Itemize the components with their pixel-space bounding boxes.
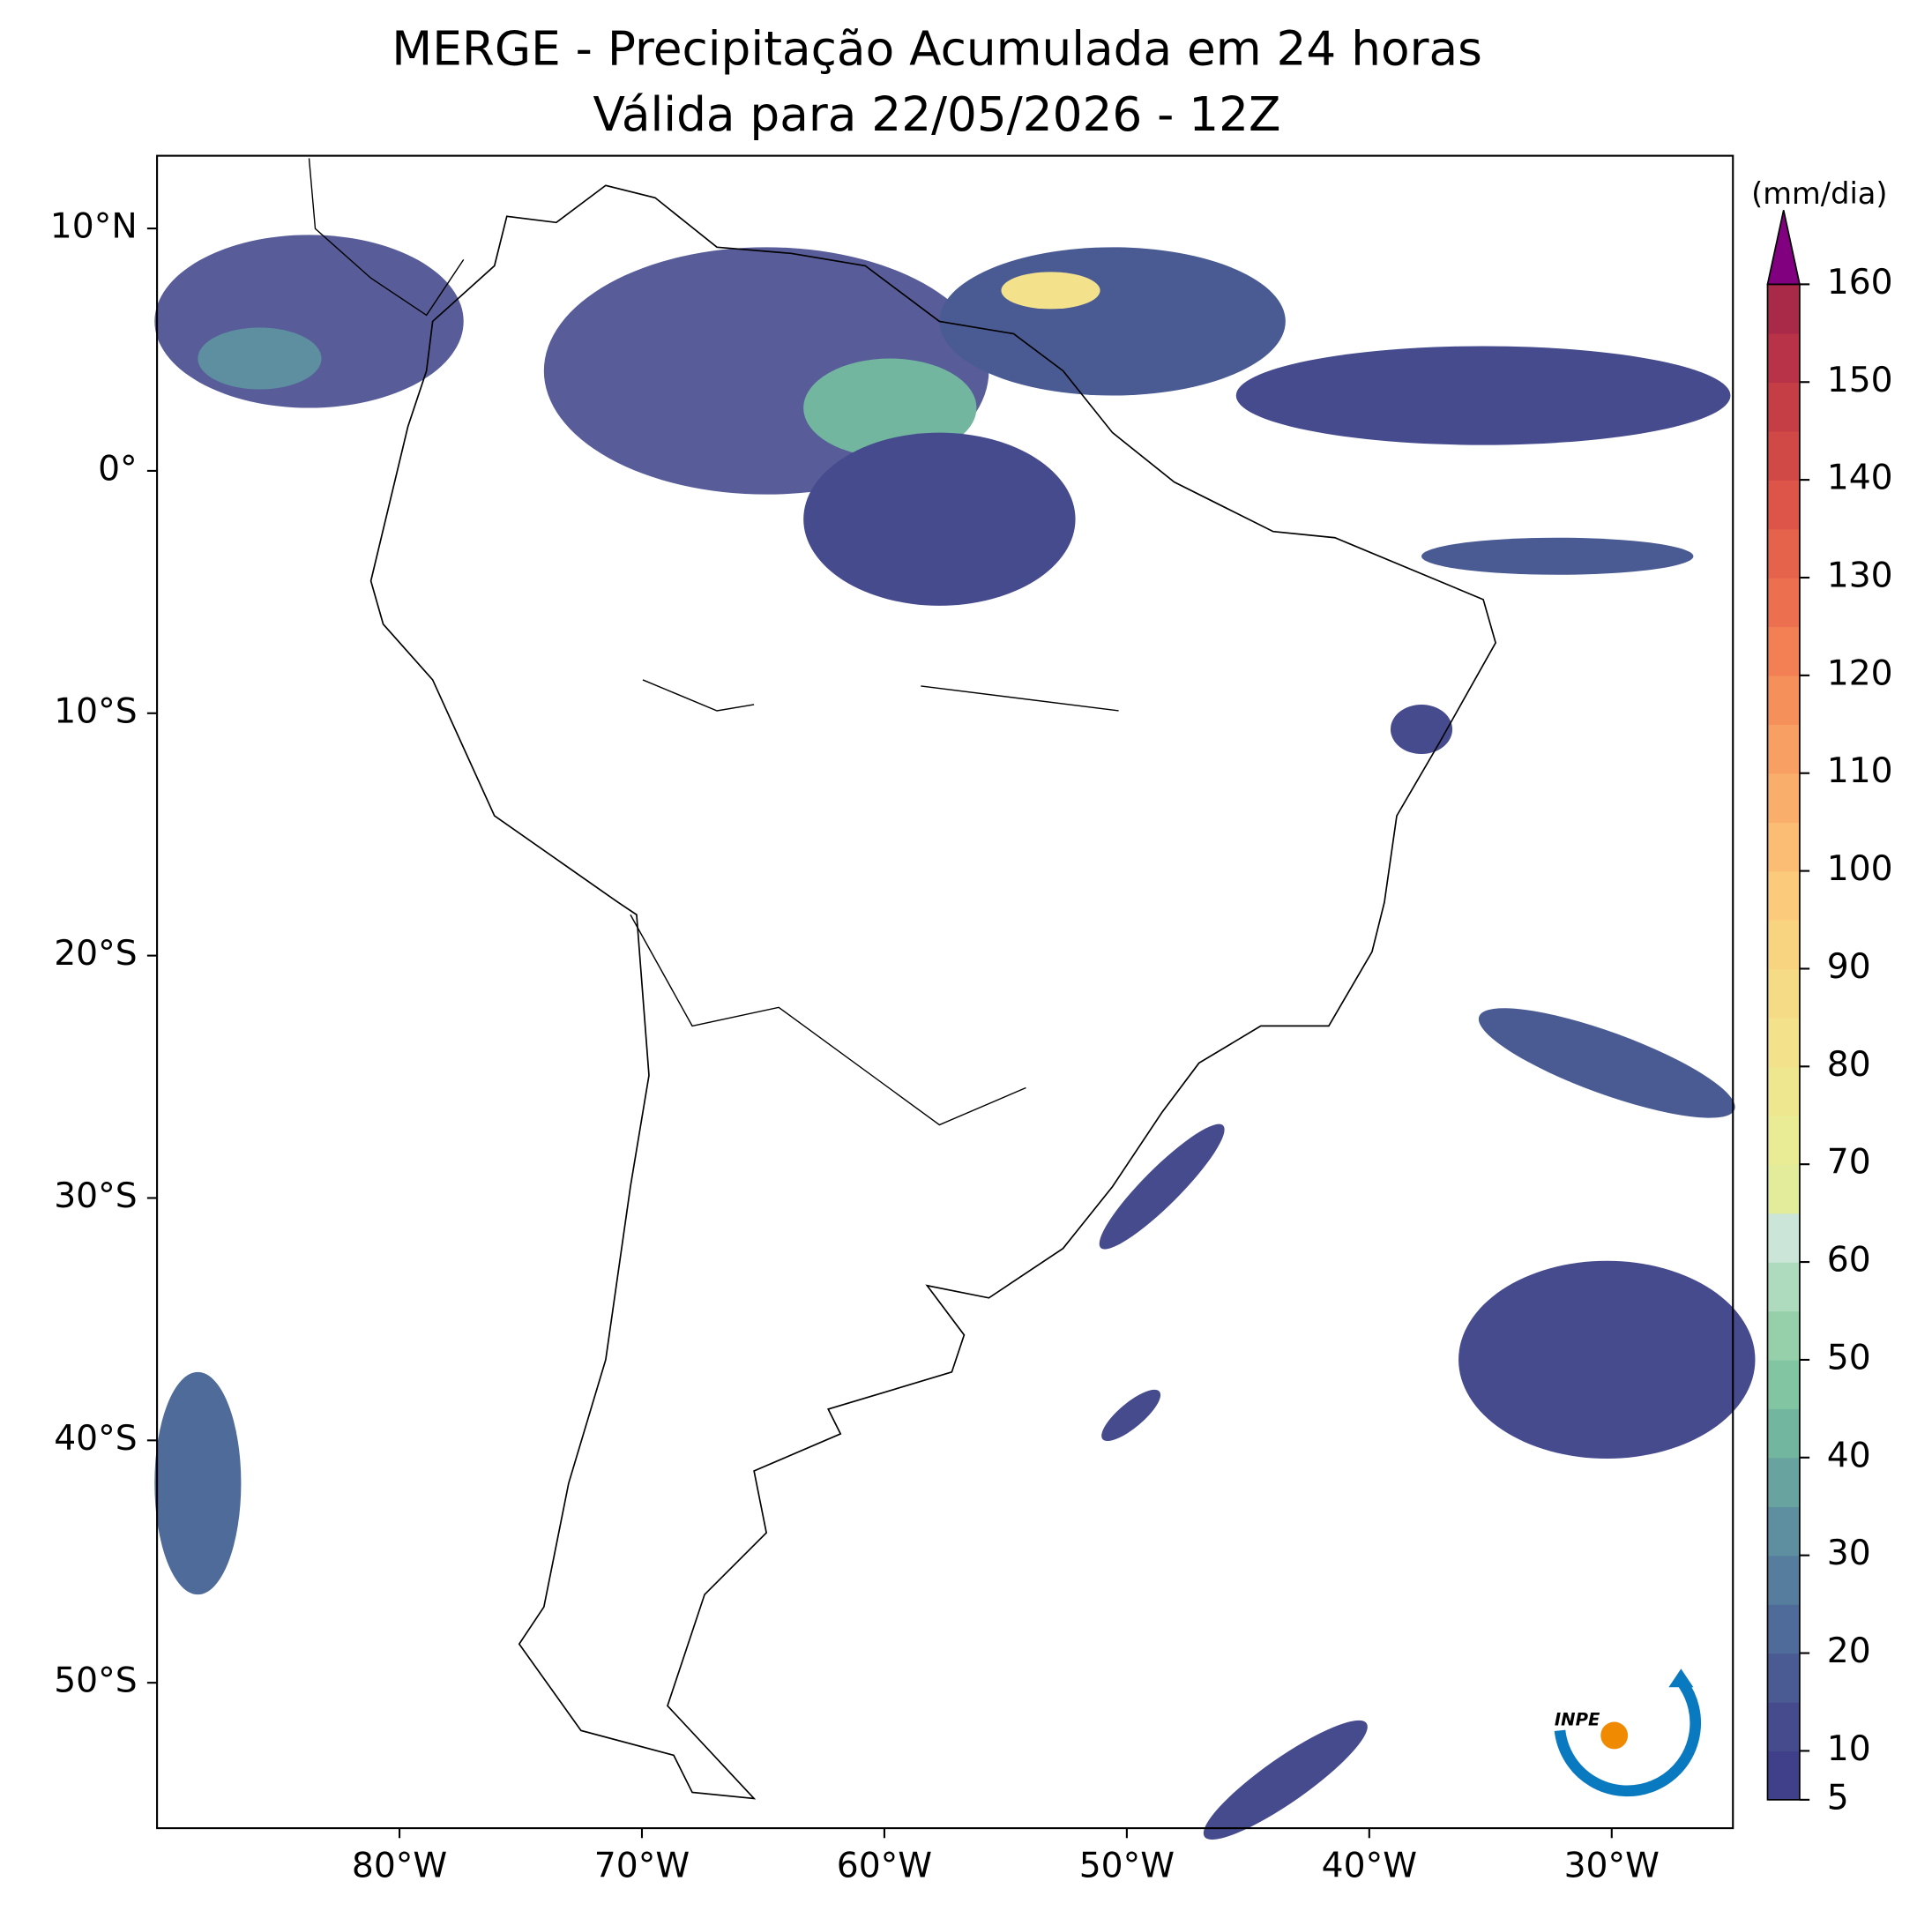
precip-area: [803, 358, 977, 458]
colorbar-segment: [1767, 822, 1800, 872]
x-tick-label: 70°W: [594, 1846, 690, 1885]
colorbar-segment: [1767, 1751, 1800, 1801]
precip-area: [1478, 1008, 1735, 1118]
precip-area: [939, 247, 1286, 396]
colorbar-tick-label: 30: [1827, 1534, 1871, 1573]
x-tick-label: 80°W: [352, 1846, 447, 1885]
colorbar-segment: [1767, 920, 1800, 970]
colorbar-tick-label: 60: [1827, 1241, 1871, 1280]
colorbar-segment: [1767, 675, 1800, 725]
title: MERGE - Precipitação Acumulada em 24 hor…: [392, 22, 1482, 77]
x-tick-label: 60°W: [837, 1846, 932, 1885]
colorbar-segment: [1767, 1555, 1800, 1605]
y-tick-label: 20°S: [54, 934, 137, 974]
colorbar-segment: [1767, 870, 1800, 921]
precip-area: [1421, 537, 1694, 575]
colorbar-tick-label: 90: [1827, 947, 1871, 987]
colorbar-segment: [1767, 1653, 1800, 1703]
borders: [308, 158, 1119, 1126]
colorbar-tick-label: 100: [1827, 849, 1893, 889]
colorbar-segment: [1767, 1408, 1800, 1459]
y-tick-label: 30°S: [54, 1176, 137, 1216]
colorbar-tick-label: 160: [1827, 263, 1893, 302]
map-frame: [156, 154, 1734, 1830]
colorbar-tick-label: 150: [1827, 361, 1893, 400]
colorbar-segment: [1767, 724, 1800, 774]
precip-area: [154, 1371, 242, 1595]
colorbar-tick-label: 70: [1827, 1143, 1871, 1183]
colorbar-tick-label: 120: [1827, 653, 1893, 693]
subtitle: Válida para 22/05/2026 - 12Z: [593, 87, 1281, 142]
colorbar-segment: [1767, 382, 1800, 432]
colorbar-segment: [1767, 1457, 1800, 1507]
x-tick-label: 50°W: [1079, 1846, 1175, 1885]
precip-area: [803, 432, 1076, 606]
y-tick-label: 50°S: [54, 1661, 137, 1701]
colorbar-unit: (mm/dia): [1751, 176, 1887, 211]
precip-area: [198, 327, 322, 390]
precip-area: [154, 235, 464, 408]
colorbar-segment: [1767, 1359, 1800, 1410]
continent-outline: [369, 184, 1497, 1800]
precip-area: [1458, 1260, 1756, 1459]
colorbar-segment: [1767, 577, 1800, 628]
colorbar-tick-label: 110: [1827, 751, 1893, 791]
y-tick-label: 0°: [98, 449, 138, 489]
colorbar-tick-label: 130: [1827, 556, 1893, 595]
colorbar-segment: [1767, 773, 1800, 823]
colorbar-tick-label: 50: [1827, 1338, 1871, 1377]
colorbar-segment: [1767, 480, 1800, 530]
colorbar-segment: [1767, 968, 1800, 1019]
colorbar-tick-label: 20: [1827, 1631, 1871, 1671]
logo: INPE: [1554, 1668, 1702, 1797]
colorbar-segment: [1767, 1262, 1800, 1312]
precip-area: [1099, 1123, 1225, 1250]
colorbar-tick-label: 10: [1827, 1729, 1871, 1769]
colorbar-frame: [1766, 283, 1801, 1801]
colorbar-segment: [1767, 1310, 1800, 1361]
colorbar-tick-label: 40: [1827, 1436, 1871, 1475]
precip-area: [1203, 1720, 1368, 1840]
colorbar-tick-label: 80: [1827, 1045, 1871, 1085]
precip-area: [1390, 704, 1453, 755]
x-tick-label: 30°W: [1564, 1846, 1660, 1885]
colorbar-segment: [1767, 1213, 1800, 1263]
colorbar-segment: [1767, 284, 1800, 334]
logo-arrow: [1668, 1668, 1694, 1688]
colorbar-segment: [1767, 1115, 1800, 1165]
precipitation-areas: [154, 235, 1756, 1840]
y-tick-label: 10°S: [54, 691, 137, 731]
colorbar-segment: [1767, 1066, 1800, 1116]
colorbar-segment: [1767, 1164, 1800, 1214]
colorbar-segment: [1767, 1506, 1800, 1556]
colorbar-tick-label: 5: [1827, 1778, 1849, 1818]
y-tick-label: 40°S: [54, 1419, 137, 1459]
x-tick-label: 40°W: [1322, 1846, 1417, 1885]
colorbar-segment: [1767, 332, 1800, 383]
colorbar-segment: [1767, 430, 1800, 481]
colorbar-segment: [1767, 528, 1800, 579]
logo-text: INPE: [1555, 1710, 1600, 1730]
colorbar-tick-label: 140: [1827, 459, 1893, 498]
precip-area: [1101, 1389, 1161, 1442]
precip-area: [1001, 272, 1100, 310]
y-tick-label: 10°N: [50, 207, 138, 247]
colorbar-segment: [1767, 1017, 1800, 1068]
logo-dot: [1600, 1721, 1629, 1750]
colorbar-segment: [1767, 1604, 1800, 1654]
colorbar-segment: [1767, 626, 1800, 676]
precip-area: [1235, 346, 1731, 445]
logo-arc: [1554, 1677, 1702, 1797]
colorbar-segment: [1767, 1701, 1800, 1752]
